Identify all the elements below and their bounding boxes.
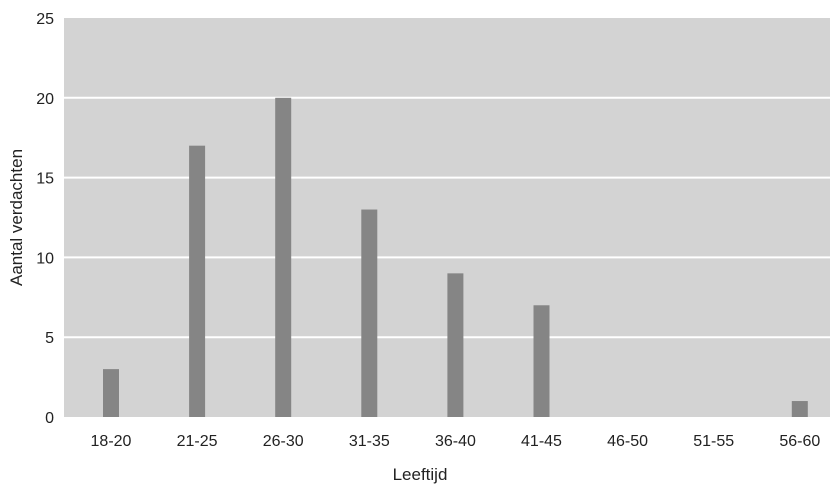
bar-21-25 [189, 145, 206, 417]
bars [103, 97, 808, 418]
x-tick-label: 46-50 [607, 433, 648, 450]
y-tick-label: 0 [45, 410, 54, 427]
x-tick-label: 31-35 [349, 433, 390, 450]
y-axis-label: Aantal verdachten [7, 149, 26, 286]
plot-area [64, 18, 830, 417]
bar-18-20 [103, 369, 119, 417]
bar-31-35 [361, 209, 378, 417]
x-tick-label: 18-20 [91, 433, 132, 450]
y-tick-label: 25 [36, 11, 54, 28]
x-tick-label: 36-40 [435, 433, 476, 450]
x-axis-ticks: 18-20 21-25 26-30 31-35 36-40 41-45 46-50 51-55… [91, 433, 821, 450]
y-tick-label: 20 [36, 91, 54, 108]
x-tick-label: 41-45 [521, 433, 562, 450]
y-tick-label: 10 [36, 250, 54, 267]
x-tick-label: 56-60 [779, 433, 820, 450]
y-tick-label: 15 [36, 171, 54, 188]
bar-41-45 [533, 305, 550, 417]
x-tick-label: 51-55 [693, 433, 734, 450]
bar-26-30 [275, 97, 292, 418]
bar-36-40 [447, 273, 464, 417]
x-tick-label: 26-30 [263, 433, 304, 450]
y-axis-ticks: 0 5 10 15 20 25 [36, 11, 54, 427]
x-tick-label: 21-25 [177, 433, 218, 450]
x-axis-label: Leeftijd [393, 465, 448, 484]
y-tick-label: 5 [45, 330, 54, 347]
bar-56-60 [791, 401, 808, 417]
